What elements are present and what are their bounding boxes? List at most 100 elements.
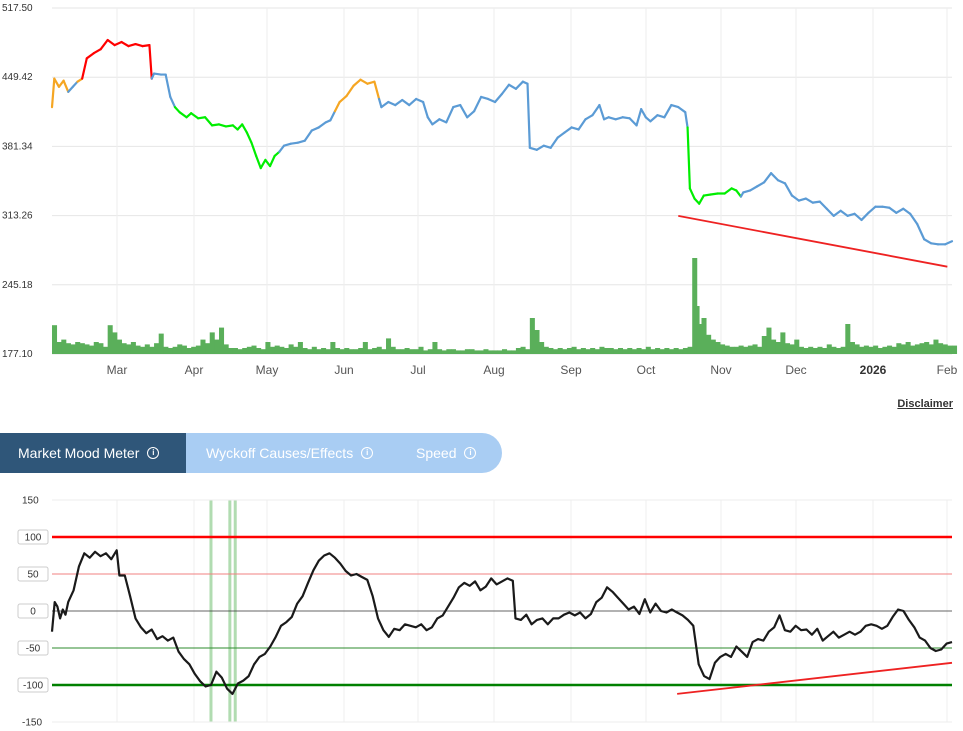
volume-bar	[882, 346, 888, 354]
price-line-segment	[556, 131, 566, 139]
price-line-segment	[825, 207, 835, 217]
volume-bar	[186, 348, 192, 354]
price-line-segment	[853, 212, 863, 222]
volume-bar	[390, 346, 396, 354]
volume-bar	[93, 342, 99, 354]
volume-bar	[590, 348, 596, 354]
volume-bar	[599, 346, 605, 354]
volume-bar	[214, 339, 220, 354]
tab-speed[interactable]: Speed i	[386, 433, 477, 473]
price-line-segment	[178, 111, 188, 119]
price-line-segment	[408, 97, 418, 107]
volume-bar	[223, 344, 229, 354]
info-icon[interactable]: i	[464, 447, 477, 459]
volume-bar	[98, 343, 104, 354]
volume-bar	[645, 346, 651, 354]
price-line-segment	[500, 83, 511, 95]
volume-bar	[502, 349, 508, 354]
price-line-segment	[310, 126, 320, 132]
volume-bar	[288, 344, 294, 354]
price-line-segment	[923, 238, 933, 245]
price-line-segment	[473, 95, 483, 113]
volume-bar	[492, 350, 498, 354]
price-line-segment	[296, 139, 306, 144]
volume-bar	[771, 339, 777, 354]
price-line-segment	[366, 80, 376, 85]
volume-bar	[659, 349, 665, 354]
price-line-segment	[943, 240, 954, 246]
volume-bar	[116, 339, 122, 354]
price-line-segment	[811, 200, 821, 204]
price-line-segment	[317, 121, 327, 129]
volume-bar	[622, 349, 628, 354]
volume-bar	[251, 345, 257, 354]
price-line-segment	[255, 154, 262, 170]
price-line-segment	[57, 79, 65, 88]
volume-bar	[877, 348, 883, 354]
volume-bar	[854, 344, 860, 354]
volume-bar	[339, 349, 345, 354]
volume-bar	[706, 334, 712, 354]
volume-bar	[715, 342, 721, 354]
price-line-segment	[526, 82, 531, 149]
volume-bar	[61, 339, 67, 354]
tab-label: Market Mood Meter	[18, 445, 140, 461]
price-line-segment	[173, 106, 181, 114]
price-line-segment	[563, 126, 573, 134]
volume-bar	[617, 348, 624, 354]
volume-bar	[209, 332, 215, 354]
volume-bar	[358, 348, 364, 354]
y-tick-label: 50	[27, 570, 39, 581]
volume-bar	[348, 349, 354, 354]
volume-bar	[738, 345, 744, 354]
volume-bar	[863, 345, 869, 354]
volume-bar	[103, 346, 109, 354]
price-line-segment	[452, 103, 462, 109]
x-tick-label: Feb	[937, 363, 958, 377]
volume-bar	[566, 348, 572, 354]
volume-bar	[140, 346, 146, 354]
mood-line	[50, 549, 953, 695]
tab-wyckoff-causes-effects[interactable]: Wyckoff Causes/Effects i	[186, 433, 386, 473]
volume-bar	[302, 348, 308, 354]
volume-bar	[283, 348, 289, 354]
disclaimer-link[interactable]: Disclaimer	[897, 398, 953, 410]
volume-bar	[158, 333, 164, 354]
volume-bar	[548, 348, 554, 354]
info-icon[interactable]: i	[147, 447, 160, 459]
x-tick-label: Jul	[410, 363, 425, 377]
volume-bar	[817, 346, 823, 354]
volume-bar	[831, 346, 837, 354]
volume-bar	[826, 344, 832, 354]
volume-bar	[464, 349, 470, 354]
price-line-segment	[702, 193, 712, 197]
volume-bar	[455, 350, 461, 354]
price-line-segment	[635, 108, 643, 127]
volume-bar	[279, 346, 285, 354]
volume-bar	[534, 330, 540, 354]
price-line-segment	[401, 98, 411, 107]
y-tick-label: 150	[22, 496, 39, 507]
price-line-segment	[818, 200, 828, 210]
volume-bar	[845, 324, 851, 354]
price-line-segment	[264, 158, 272, 168]
volume-bar	[344, 348, 350, 354]
volume-bar	[506, 350, 512, 354]
price-line-segment	[50, 77, 56, 109]
volume-bar	[673, 348, 679, 354]
price-line-segment	[902, 207, 912, 215]
volume-bar	[149, 346, 155, 354]
volume-bar	[529, 318, 535, 354]
price-line-segment	[106, 38, 116, 47]
volume-bar	[729, 346, 735, 354]
volume-bar	[557, 348, 563, 354]
tab-market-mood-meter[interactable]: Market Mood Meter i	[0, 433, 186, 473]
price-line-segment	[656, 114, 666, 119]
price-line-segment	[909, 212, 919, 226]
volume-bar	[413, 349, 419, 354]
y-tick-label: 0	[30, 607, 36, 618]
info-icon[interactable]: i	[361, 447, 374, 459]
price-line-segment	[169, 95, 177, 109]
volume-bar	[237, 349, 243, 354]
volume-bar	[84, 344, 90, 354]
